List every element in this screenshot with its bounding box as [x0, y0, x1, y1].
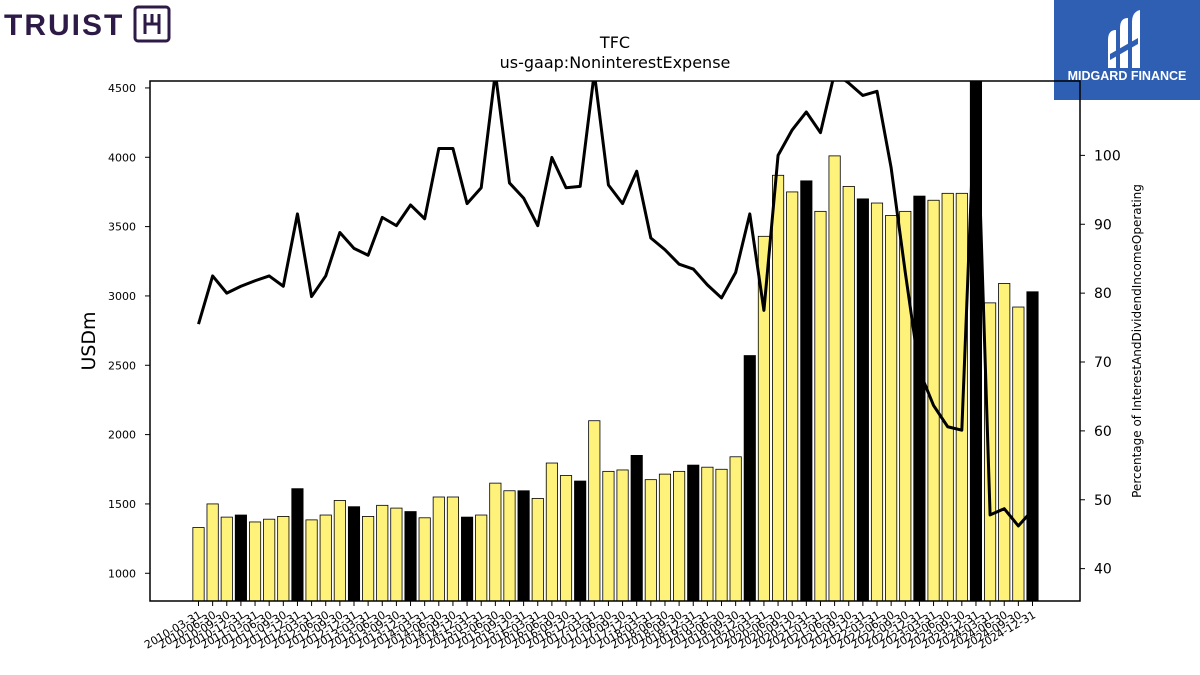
bar-2020-12-31 [800, 180, 813, 601]
bar-2019-12-31 [743, 355, 756, 601]
bar-2014-06-30 [432, 496, 445, 601]
bar-2023-06-30 [941, 192, 954, 601]
bar-2020-09-30 [786, 191, 799, 601]
truist-logo-mark [133, 5, 171, 43]
bar-2011-06-30 [263, 518, 276, 601]
midgard-finance-logo: MIDGARD FINANCE [1054, 0, 1200, 100]
plot-area-frame [149, 80, 1081, 602]
y-tick-label: 4000 [108, 151, 136, 164]
y-tick-label: 3500 [108, 221, 136, 234]
bar-2024-06-30 [998, 283, 1011, 601]
bar-2012-12-31 [347, 506, 361, 601]
bar-2014-09-30 [446, 496, 460, 601]
bar-2017-06-30 [602, 470, 615, 601]
bar-2017-03-31 [588, 420, 601, 601]
y2-axis-label: Percentage of InterestAndDividendIncomeO… [1130, 184, 1144, 498]
line-series [197, 81, 1034, 528]
chart-subtitle: us-gaap:NoninterestExpense [500, 53, 731, 72]
bar-2015-06-30 [489, 482, 502, 601]
bar-2018-03-31 [644, 479, 657, 601]
bar-2012-06-30 [319, 514, 332, 601]
bar-2024-03-31 [984, 302, 997, 601]
y-tick-label: 4500 [108, 82, 136, 95]
y-tick-label: 3000 [108, 290, 136, 303]
y-tick-label: 1500 [108, 498, 136, 511]
y-axis-right: 40 50 60 70 80 90 100 [1080, 148, 1121, 578]
bar-2015-12-31 [517, 490, 530, 601]
bar-2018-06-30 [658, 473, 672, 601]
y-axis-left: 1000 1500 2000 2500 3000 3500 4000 4500 [108, 82, 150, 580]
bar-2013-06-30 [376, 504, 389, 601]
truist-logo: TRUIST [4, 5, 171, 43]
y2-tick-label: 70 [1094, 355, 1112, 371]
bar-2011-12-31 [291, 488, 304, 601]
y2-tick-label: 40 [1094, 562, 1112, 578]
bar-2013-12-31 [404, 511, 417, 601]
bar-2020-03-31 [757, 235, 770, 601]
y2-tick-label: 50 [1094, 493, 1112, 509]
bar-2012-09-30 [333, 500, 346, 601]
bar-series [192, 81, 1039, 601]
midgard-logo-wordmark: MIDGARD FINANCE [1068, 69, 1187, 83]
bar-2010-09-30 [220, 516, 233, 601]
x-axis: 2010-03-312010-06-302010-09-302010-12-31… [142, 601, 1038, 652]
bar-2021-06-30 [828, 155, 841, 601]
bar-2016-09-30 [559, 475, 573, 601]
bar-2012-03-31 [305, 519, 318, 601]
bar-2011-03-31 [248, 521, 262, 601]
bar-2017-09-30 [616, 469, 629, 601]
y-tick-label: 2000 [108, 429, 136, 442]
y2-tick-label: 90 [1094, 217, 1112, 233]
truist-logo-wordmark: TRUIST [4, 9, 124, 42]
bar-2011-09-30 [277, 516, 290, 601]
line-series-path [197, 81, 1034, 528]
bar-2018-12-31 [687, 464, 700, 601]
bar-2010-03-31 [192, 527, 205, 601]
bar-2022-03-31 [870, 202, 884, 601]
bar-2023-03-31 [927, 199, 940, 601]
bar-2024-09-30 [1012, 306, 1025, 601]
bar-2019-09-30 [729, 456, 742, 601]
bar-2021-03-31 [814, 210, 827, 601]
bar-2019-06-30 [715, 468, 728, 601]
y2-tick-label: 60 [1094, 424, 1112, 440]
y-tick-label: 1000 [108, 567, 136, 580]
bar-2010-12-31 [234, 514, 247, 601]
bar-2018-09-30 [673, 470, 686, 601]
chart-title: TFC [599, 33, 630, 52]
bar-2013-03-31 [362, 516, 375, 601]
bar-2016-12-31 [574, 480, 587, 601]
bar-2010-06-30 [206, 503, 219, 601]
y-axis-label: USDm [78, 311, 100, 370]
bar-2021-09-30 [842, 185, 855, 601]
bar-2024-12-31 [1026, 291, 1039, 601]
y2-tick-label: 100 [1094, 148, 1121, 164]
y2-tick-label: 80 [1094, 286, 1112, 302]
bar-2019-03-31 [701, 466, 714, 601]
bar-2016-03-31 [531, 497, 544, 601]
bar-2014-03-31 [418, 517, 431, 601]
midgard-logo-mark [1108, 10, 1140, 68]
bar-2020-06-30 [772, 174, 785, 601]
bar-2017-12-31 [630, 454, 643, 601]
y-tick-label: 2500 [108, 359, 136, 372]
bar-2016-06-30 [545, 462, 558, 601]
bar-2015-09-30 [503, 490, 516, 601]
bar-2015-03-31 [475, 514, 488, 601]
bar-2021-12-31 [856, 198, 869, 601]
bar-2022-06-30 [885, 215, 898, 601]
bar-2022-12-31 [913, 195, 926, 601]
bar-2022-09-30 [899, 210, 912, 601]
bar-2013-09-30 [390, 507, 403, 601]
bar-2014-12-31 [461, 516, 474, 601]
